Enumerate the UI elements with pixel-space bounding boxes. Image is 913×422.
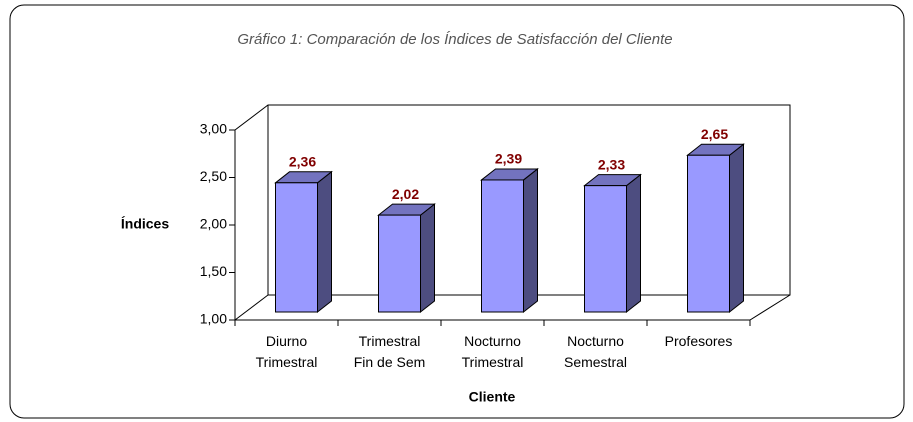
- x-tick-label: Diurno Trimestral: [255, 333, 318, 370]
- value-label: 2,39: [495, 151, 522, 167]
- x-tick-label: Trimestral Fin de Sem: [353, 333, 426, 370]
- bar-side: [317, 170, 332, 314]
- floor-left-edge: [234, 294, 269, 321]
- chart-title: Gráfico 1: Comparación de los Índices de…: [237, 31, 672, 48]
- bar: [275, 182, 318, 313]
- y-tick-label: 2,00: [200, 216, 227, 232]
- y-tick-label: 2,50: [200, 168, 227, 184]
- value-label: 2,02: [392, 186, 419, 202]
- bar-side: [523, 167, 538, 314]
- x-axis-label: Cliente: [469, 389, 516, 405]
- x-tick-label: Nocturno Trimestral: [461, 333, 524, 370]
- y-tick-label: 3,00: [200, 121, 227, 137]
- value-label: 2,36: [289, 154, 316, 170]
- bar-side: [626, 173, 641, 314]
- chart-border: [9, 4, 905, 419]
- back-wall: [234, 104, 791, 296]
- bar: [584, 185, 627, 313]
- bar: [378, 214, 421, 313]
- x-tick-label: Profesores: [664, 333, 733, 349]
- bar-side: [729, 143, 744, 314]
- bar: [687, 154, 730, 313]
- value-label: 2,33: [598, 156, 625, 172]
- value-label: 2,65: [701, 126, 728, 142]
- bar-side: [420, 203, 435, 314]
- x-tick-label: Nocturno Semestral: [563, 333, 628, 370]
- bar: [481, 179, 524, 313]
- y-axis-label: Índices: [121, 216, 169, 232]
- y-tick-label: 1,00: [200, 311, 227, 327]
- y-tick-label: 1,50: [200, 263, 227, 279]
